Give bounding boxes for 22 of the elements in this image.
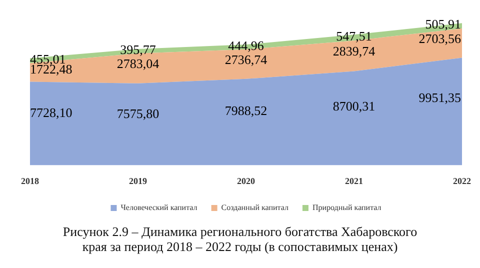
x-tick-label: 2020 [237, 176, 256, 186]
data-label: 7575,80 [116, 106, 160, 121]
data-label: 547,51 [336, 28, 372, 44]
data-label: 8700,31 [332, 98, 376, 114]
data-label: 7988,52 [224, 103, 268, 118]
data-label: 2839,74 [332, 44, 376, 59]
data-label: 2736,74 [224, 52, 268, 68]
legend-label: Человеческий капитал [120, 203, 198, 212]
data-label: 2703,56 [418, 31, 462, 46]
data-label: 444,96 [228, 38, 264, 53]
x-tick-label: 2018 [21, 176, 40, 186]
data-label: 505,91 [425, 16, 461, 32]
data-label: 2783,04 [116, 56, 160, 72]
data-label: 9951,35 [418, 90, 461, 105]
x-tick-label: 2019 [129, 176, 148, 186]
legend-label: Созданный капитал [221, 203, 288, 212]
text: Рисунок 2.9 – Динамика регионального богатства Хабаровского края за период 2018 – 2022 годы (в сопоставимых ценах) [62, 223, 418, 254]
data-label: 7728,10 [30, 104, 72, 120]
legend-label: Природный капитал [312, 203, 382, 212]
x-tick-label: 2021 [345, 176, 364, 186]
data-label: 395,77 [120, 42, 156, 58]
x-tick-label: 2022 [453, 176, 472, 186]
